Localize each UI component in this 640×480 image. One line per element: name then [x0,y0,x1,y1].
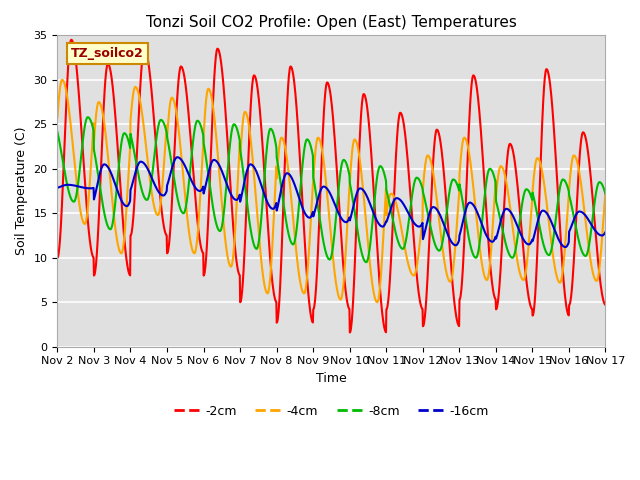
-2cm [237,298,244,303]
-4cm [373,300,381,305]
Title: Tonzi Soil CO2 Profile: Open (East) Temperatures: Tonzi Soil CO2 Profile: Open (East) Temp… [146,15,516,30]
Text: TZ_soilco2: TZ_soilco2 [71,47,144,60]
-16cm [488,239,496,245]
Y-axis label: Soil Temperature (C): Soil Temperature (C) [15,127,28,255]
-8cm [489,169,497,175]
-16cm [537,210,545,216]
-8cm [417,181,425,187]
-16cm [417,223,424,229]
-4cm [58,77,66,83]
Line: -2cm: -2cm [58,40,605,333]
Line: -16cm: -16cm [58,157,605,247]
-4cm [237,144,244,149]
-16cm [173,155,181,160]
-16cm [54,185,61,191]
-8cm [54,129,61,135]
-2cm [346,330,354,336]
-16cm [237,196,244,202]
-2cm [602,302,609,308]
-4cm [54,115,61,120]
-4cm [602,190,609,196]
-4cm [176,136,184,142]
-8cm [163,128,170,133]
-8cm [602,191,609,196]
-8cm [237,152,244,157]
-2cm [176,68,184,73]
-4cm [537,163,545,168]
-4cm [417,229,425,235]
-2cm [537,150,545,156]
-2cm [489,284,497,290]
-2cm [417,303,425,309]
-16cm [561,244,569,250]
-8cm [362,259,370,265]
-8cm [176,204,184,210]
-8cm [537,231,545,237]
-2cm [163,232,170,238]
Legend: -2cm, -4cm, -8cm, -16cm: -2cm, -4cm, -8cm, -16cm [169,400,494,423]
-4cm [163,128,170,133]
-4cm [489,226,497,231]
-2cm [68,37,76,43]
Line: -8cm: -8cm [58,117,605,262]
Line: -4cm: -4cm [58,80,605,302]
X-axis label: Time: Time [316,372,347,385]
-2cm [54,255,61,261]
-8cm [84,114,92,120]
-16cm [162,190,170,196]
-16cm [176,155,184,161]
-16cm [602,229,609,235]
